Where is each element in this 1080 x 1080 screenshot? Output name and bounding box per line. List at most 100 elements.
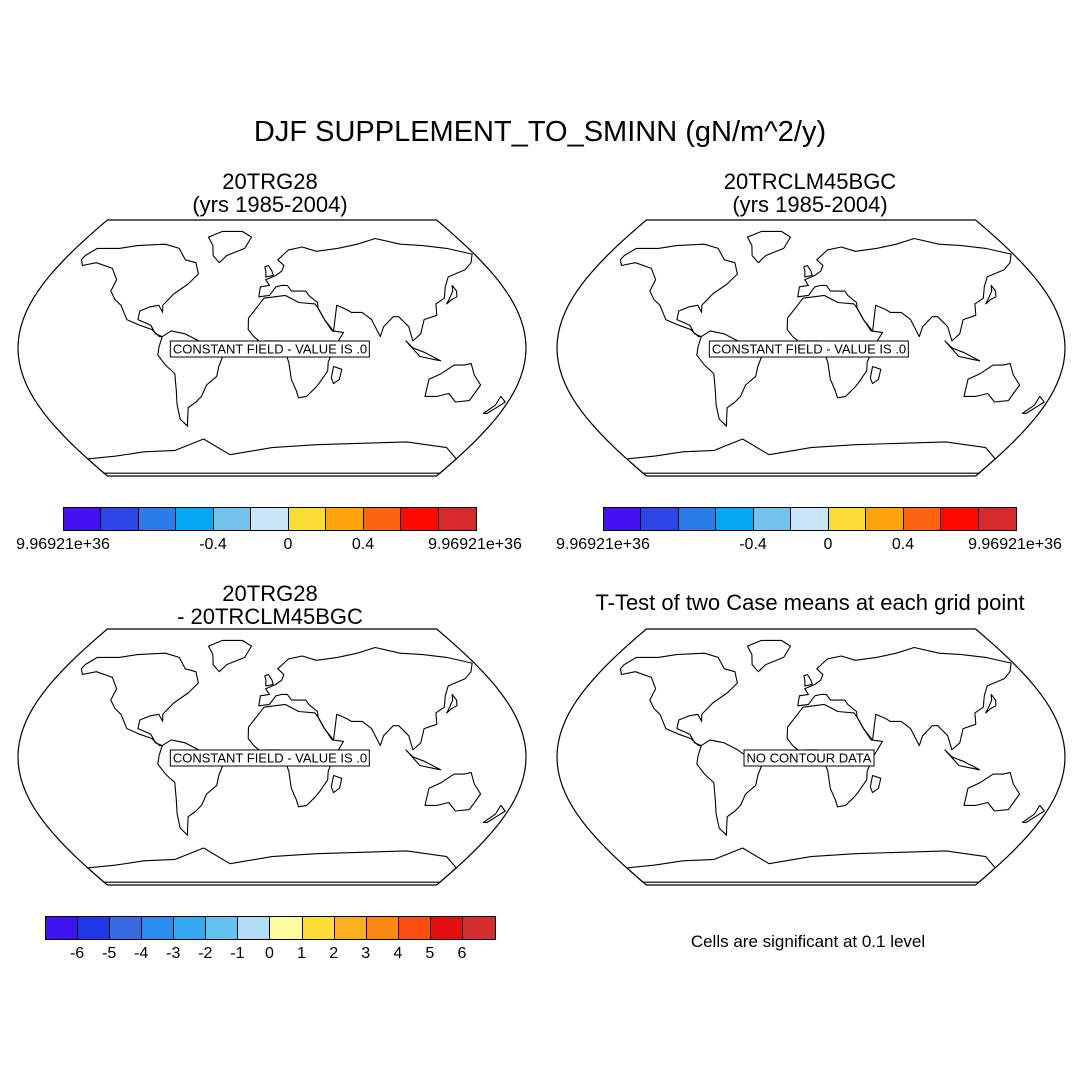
colorbar-cell [401,508,439,530]
panel-4-title: T-Test of two Case means at each grid po… [555,591,1065,614]
coastline-uk [803,264,813,278]
coastline-japan [985,284,997,305]
panel-3-colorbar [45,916,496,940]
panel-2-title-line2: (yrs 1985-2004) [732,192,888,217]
colorbar-cell [174,917,207,939]
coastline-new-zealand [482,395,506,414]
panel-2-center-label: CONSTANT FIELD - VALUE IS .0 [708,340,910,358]
coastline-greenland [746,230,792,264]
coastline-australia [424,772,482,812]
colorbar-cell [462,917,495,939]
coastline-madagascar [869,365,882,385]
colorbar-cell [978,508,1016,530]
coastline-europe-asia [258,646,473,751]
coastline-antarctica [626,847,996,883]
panel-2-colorbar [603,507,1017,531]
coastline-greenland [207,639,253,673]
colorbar-cell [941,508,979,530]
colorbar-cell [791,508,829,530]
panel-1-center-label: CONSTANT FIELD - VALUE IS .0 [169,340,371,358]
panel-3-title: 20TRG28 - 20TRCLM45BGC [70,582,470,628]
coastline-madagascar [869,774,882,794]
colorbar-cell [110,917,143,939]
cb1-label: 9.96921e+36 [16,536,110,553]
colorbar-cell [366,917,399,939]
coastline-new-zealand [482,804,506,823]
colorbar-cell [251,508,289,530]
cb3-label: 1 [297,945,307,962]
cb3-label: 3 [361,945,371,962]
cb3-label: 6 [457,945,467,962]
coastline-uk [264,264,274,278]
coastline-europe-asia [258,237,473,342]
cb2-label: 9.96921e+36 [968,536,1062,553]
colorbar-cell [288,508,327,530]
cb2-label: 0 [823,536,833,553]
cb3-label: -3 [166,945,181,962]
panel-3-center-label: CONSTANT FIELD - VALUE IS .0 [169,749,371,767]
colorbar-cell [828,508,867,530]
panel-2-title: 20TRCLM45BGC (yrs 1985-2004) [610,170,1010,216]
coastline-indonesia [944,749,981,771]
colorbar-cell [142,917,175,939]
colorbar-cell [903,508,942,530]
colorbar-cell [270,917,303,939]
colorbar-cell [438,508,476,530]
cb1-label: -0.4 [199,536,227,553]
colorbar-cell [176,508,214,530]
panel-1-title-line1: 20TRG28 [222,169,318,194]
colorbar-cell [430,917,463,939]
colorbar-cell [64,508,102,530]
coastline-new-zealand [1021,804,1045,823]
colorbar-cell [206,917,239,939]
panel-3-title-line2: - 20TRCLM45BGC [177,604,363,629]
colorbar-cell [334,917,367,939]
cb2-label: 9.96921e+36 [556,536,650,553]
colorbar-cell [716,508,754,530]
colorbar-cell [213,508,252,530]
coastline-europe-asia [797,646,1012,751]
panel-1-colorbar [63,507,477,531]
coastline-australia [963,772,1021,812]
colorbar-cell [78,917,111,939]
colorbar-cell [326,508,364,530]
coastline-new-zealand [1021,395,1045,414]
cb1-label: 0.4 [351,536,375,553]
figure-title: DJF SUPPLEMENT_TO_SMINN (gN/m^2/y) [253,116,827,148]
coastline-antarctica [626,438,996,474]
cb3-label: 4 [393,945,403,962]
colorbar-cell [46,917,79,939]
coastline-greenland [746,639,792,673]
colorbar-cell [866,508,904,530]
panel-3-title-line1: 20TRG28 [222,581,318,606]
panel-1-title: 20TRG28 (yrs 1985-2004) [70,170,470,216]
cb3-label: -2 [198,945,213,962]
colorbar-cell [302,917,335,939]
colorbar-cell [641,508,679,530]
coastline-north-america [80,652,199,747]
coastline-australia [963,363,1021,403]
coastline-greenland [207,230,253,264]
cb3-label: -6 [69,945,85,962]
cb2-label: -0.4 [739,536,767,553]
cb3-label: -1 [230,945,245,962]
coastline-north-america [619,243,738,338]
panel-4-center-label: NO CONTOUR DATA [743,749,875,767]
cb3-label: -5 [102,945,117,962]
colorbar-cell [604,508,642,530]
coastline-indonesia [405,749,442,771]
coastline-japan [985,693,997,714]
coastline-uk [264,673,274,687]
coastline-japan [446,284,458,305]
colorbar-cell [678,508,717,530]
colorbar-cell [363,508,402,530]
coastline-north-america [619,652,738,747]
coastline-australia [424,363,482,403]
colorbar-cell [398,917,431,939]
colorbar-cell [138,508,177,530]
coastline-indonesia [944,340,981,362]
cb2-label: 0.4 [891,536,915,553]
colorbar-cell [238,917,271,939]
colorbar-cell [753,508,792,530]
coastline-madagascar [330,774,343,794]
